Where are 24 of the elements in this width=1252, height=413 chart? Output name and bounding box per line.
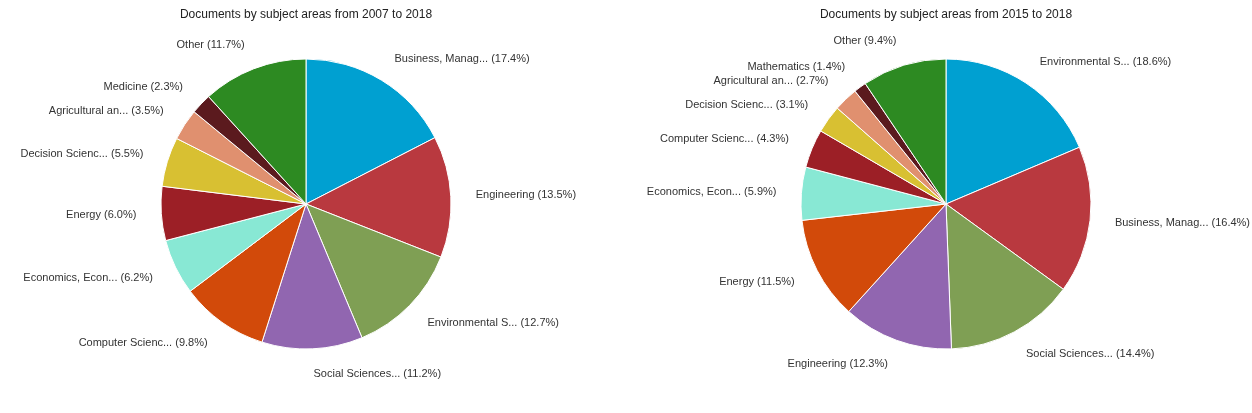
slice-label: Economics, Econ... (5.9%): [646, 184, 777, 197]
slice-label: Decision Scienc... (3.1%): [685, 97, 809, 110]
slice-label: Mathematics (1.4%): [747, 60, 846, 73]
slice-label: Environmental S... (12.7%): [427, 315, 559, 328]
slice-label: Other (11.7%): [176, 38, 245, 51]
slice-label: Social Sciences... (14.4%): [1026, 346, 1155, 359]
slice-label: Economics, Econ... (6.2%): [23, 270, 153, 283]
slice-label: Social Sciences... (11.2%): [313, 366, 442, 379]
slice-label: Energy (11.5%): [719, 274, 795, 287]
slice-label: Decision Scienc... (5.5%): [20, 147, 144, 160]
slice-label: Computer Scienc... (9.8%): [78, 335, 208, 348]
slice-label: Agricultural an... (3.5%): [48, 103, 164, 116]
slice-label: Other (9.4%): [833, 34, 897, 47]
slice-label: Business, Manag... (17.4%): [394, 51, 530, 64]
slice-label: Energy (6.0%): [66, 208, 137, 221]
chart-title: Documents by subject areas from 2007 to 2018: [179, 7, 433, 21]
slice-label: Business, Manag... (16.4%): [1114, 216, 1251, 229]
slice-label: Medicine (2.3%): [103, 79, 183, 92]
slice-label: Engineering (12.3%): [787, 356, 888, 369]
slice-label: Agricultural an... (2.7%): [713, 74, 829, 87]
slice-label: Environmental S... (18.6%): [1039, 55, 1172, 68]
slice-label: Computer Scienc... (4.3%): [659, 131, 789, 144]
chart-title: Documents by subject areas from 2015 to 2018: [819, 7, 1073, 21]
slice-label: Engineering (13.5%): [475, 188, 577, 201]
